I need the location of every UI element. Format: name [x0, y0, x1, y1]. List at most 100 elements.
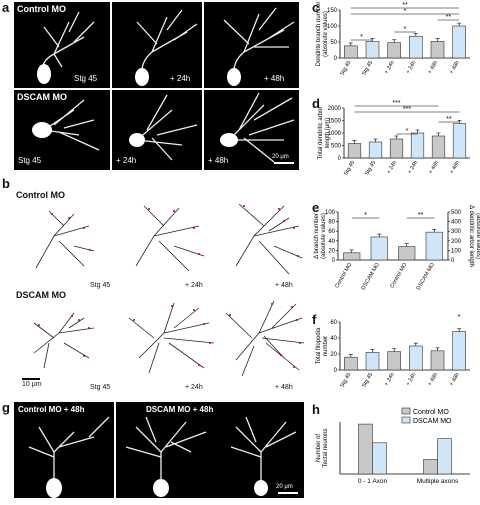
- y-tick-label-right: 100: [451, 248, 462, 254]
- label-stg45: Stg 45: [90, 384, 111, 391]
- sig-label: **: [418, 212, 424, 219]
- y-tick-label: 2000: [328, 106, 342, 112]
- chart-svg: Number of Tectal neurons 0 - 1 Axon Multipl…: [316, 407, 470, 485]
- y-tick-label: 60: [328, 229, 335, 235]
- y-tick-label-right: 500: [451, 210, 462, 216]
- label-24h: + 24h: [185, 384, 203, 391]
- y-tick-label: 500: [331, 144, 342, 150]
- tracing-image: [35, 203, 303, 275]
- x-tick-label: Stg 45: [339, 372, 352, 389]
- sig-label: **: [446, 14, 452, 21]
- x-tick-label: Multiple axons: [417, 478, 459, 485]
- chart-f: 0 20 40 60 Total filopodia number Stg 45 Stg 45…: [310, 314, 480, 404]
- neuron-image: [135, 9, 198, 86]
- bar: [370, 236, 388, 261]
- x-tick-label: Stg 45: [361, 60, 374, 77]
- panel-letter-g: g: [2, 400, 10, 415]
- neuron-image: [129, 94, 198, 161]
- x-tick-label: Stg 45: [343, 160, 356, 177]
- x-tick-label: Control MO: [334, 261, 354, 289]
- bar: [343, 252, 361, 261]
- x-tick-label: + 48h: [427, 60, 439, 75]
- y-axis-label: Dendrite branch number: [316, 2, 322, 66]
- micrograph-a-dscam-48h: + 48h 20 μm: [204, 90, 299, 170]
- y-tick-label: 150: [327, 8, 338, 14]
- tracing-image: [33, 300, 305, 377]
- y-tick-label: 1500: [328, 119, 342, 125]
- bar: [410, 132, 425, 159]
- bar: [437, 438, 452, 475]
- sig-label: *: [360, 34, 363, 41]
- label-48h: + 48h: [264, 74, 285, 83]
- scale-bar: [278, 492, 298, 494]
- y-tick-label: 20: [328, 248, 335, 254]
- panel-letter-h: h: [312, 402, 320, 417]
- y-axis-label: Total filopodia: [316, 327, 322, 364]
- x-tick-label: + 24h: [386, 160, 398, 175]
- bar: [365, 352, 380, 371]
- micrograph-a-dscam-stg45: DSCAM MO Stg 45: [14, 90, 110, 170]
- micrograph-a-control-24h: + 24h: [112, 2, 202, 88]
- title-control-48h: Control MO + 48h: [18, 405, 85, 414]
- row-title-dscam: DSCAM MO: [17, 92, 67, 102]
- label-stg45: Stg 45: [18, 156, 42, 165]
- x-tick-label: Control MO: [389, 261, 409, 289]
- bar: [344, 356, 358, 371]
- sig-label: *: [406, 128, 409, 135]
- y-tick-label: 1000: [328, 131, 342, 137]
- x-tick-label: Stg 45: [361, 372, 374, 389]
- y-tick-label-right: 200: [451, 239, 462, 245]
- x-tick-label: + 48h: [449, 160, 461, 175]
- legend-swatch: [401, 407, 411, 415]
- y-axis-label: length (μm): [325, 118, 331, 148]
- label-24h: + 24h: [116, 156, 137, 165]
- row-title-dscam: DSCAM MO: [16, 290, 66, 300]
- micrograph-a-control-48h: + 48h: [204, 2, 299, 88]
- label-48h: + 48h: [275, 282, 293, 289]
- micrograph-g-control: Control MO + 48h: [14, 402, 114, 498]
- label-24h: + 24h: [170, 74, 191, 83]
- neuron-image: [28, 416, 110, 498]
- label-24h: + 24h: [185, 282, 203, 289]
- panel-letter-d: d: [312, 96, 320, 111]
- scale-bar: [22, 378, 40, 380]
- bar: [452, 331, 466, 371]
- bar: [387, 42, 401, 59]
- bar: [347, 143, 362, 159]
- sig-label: *: [404, 8, 407, 15]
- label-48h: + 48h: [275, 384, 293, 391]
- trace-b-control: [14, 196, 304, 278]
- y-tick-label: 40: [328, 239, 335, 245]
- row-title-control: Control MO: [16, 190, 65, 200]
- y-axis-label: number: [323, 336, 329, 356]
- y-tick-label: 100: [325, 210, 336, 216]
- x-tick-label: + 24h: [384, 60, 396, 75]
- panel-letter-a: a: [2, 0, 10, 15]
- y-axis-label: (absolute values): [323, 11, 329, 57]
- y-tick-label: 0: [334, 56, 338, 62]
- x-tick-label: + 24h: [384, 372, 396, 387]
- y-axis-label-right: (absolute values): [475, 213, 480, 259]
- bar: [409, 35, 423, 59]
- sig-label: *: [404, 26, 407, 33]
- y-axis-label: Total dendritic arbor: [318, 107, 324, 160]
- y-axis-label-right: Δ dendritic arbor length: [468, 205, 474, 267]
- y-tick-label: 100: [327, 24, 338, 30]
- x-tick-label: 0 - 1 Axon: [358, 478, 388, 485]
- sig-label: ***: [403, 106, 411, 113]
- bar: [358, 423, 373, 475]
- bar: [452, 25, 466, 59]
- neuron-image: [37, 11, 95, 84]
- x-tick-label: + 48h: [428, 160, 440, 175]
- micrograph-g-dscam: DSCAM MO + 48h 20 μm: [116, 402, 304, 498]
- micrograph-a-dscam-24h: + 24h: [112, 90, 202, 170]
- y-tick-label-right: 400: [451, 220, 462, 226]
- chart-svg: 0 500 1000 1500 2000 Total dendritic arbor len…: [318, 100, 470, 177]
- bar: [372, 442, 387, 475]
- bar: [430, 350, 445, 371]
- x-tick-label: + 24h: [405, 60, 417, 75]
- y-tick-label-right: 0: [451, 258, 455, 264]
- y-tick-label: 60: [330, 320, 337, 326]
- bar: [425, 231, 443, 261]
